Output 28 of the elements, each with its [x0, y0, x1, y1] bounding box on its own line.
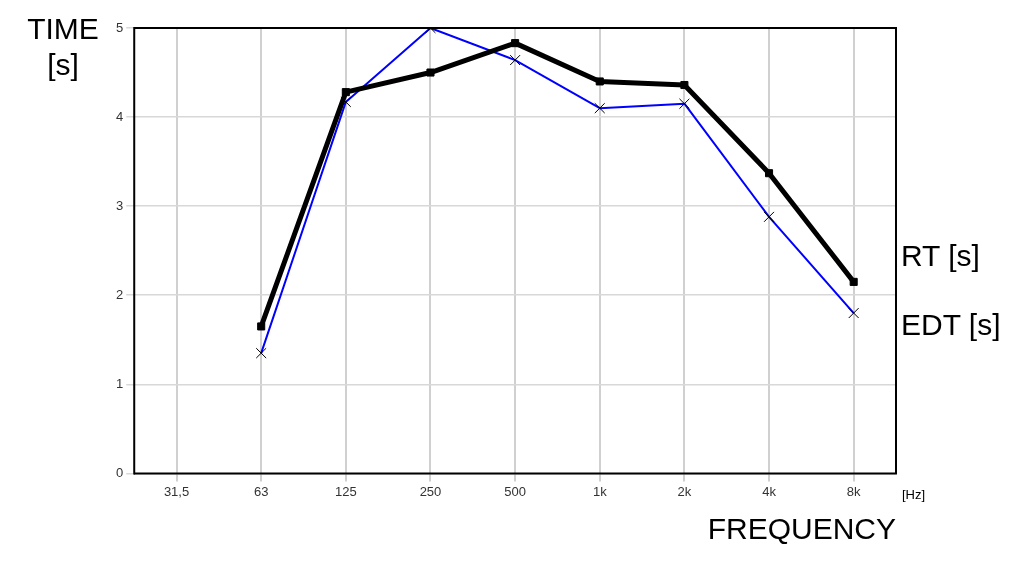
point	[765, 169, 774, 178]
y-tick-label: 1	[116, 375, 124, 391]
x-tick-label: 125	[334, 483, 357, 499]
y-tick-label: 3	[116, 197, 124, 213]
series-label: EDT [s]	[901, 308, 1001, 342]
x-tick-label: 8k	[846, 483, 862, 499]
x-tick-label: 31,5	[163, 483, 190, 499]
x-tick-label: 250	[419, 483, 442, 499]
y-tick-label: 5	[116, 19, 124, 35]
y-tick-label: 2	[116, 286, 124, 302]
point	[257, 322, 266, 331]
point	[426, 68, 435, 77]
point	[680, 80, 689, 90]
point	[849, 277, 858, 286]
y-axis-title: TIME [s]	[27, 12, 99, 82]
x-tick-label: 2k	[677, 483, 692, 499]
point	[595, 77, 604, 86]
series-label: RT [s]	[901, 239, 980, 273]
point	[341, 88, 350, 97]
x-tick-label: 500	[504, 483, 526, 499]
point	[511, 39, 520, 48]
text: [Hz]	[902, 486, 926, 502]
y-tick-label: 0	[116, 464, 124, 480]
y-tick-label: 4	[116, 108, 124, 124]
x-tick-label: 4k	[762, 483, 777, 499]
x-tick-label: 1k	[592, 483, 608, 499]
x-axis-title: FREQUENCY	[707, 511, 896, 545]
x-tick-label: 63	[253, 483, 269, 499]
